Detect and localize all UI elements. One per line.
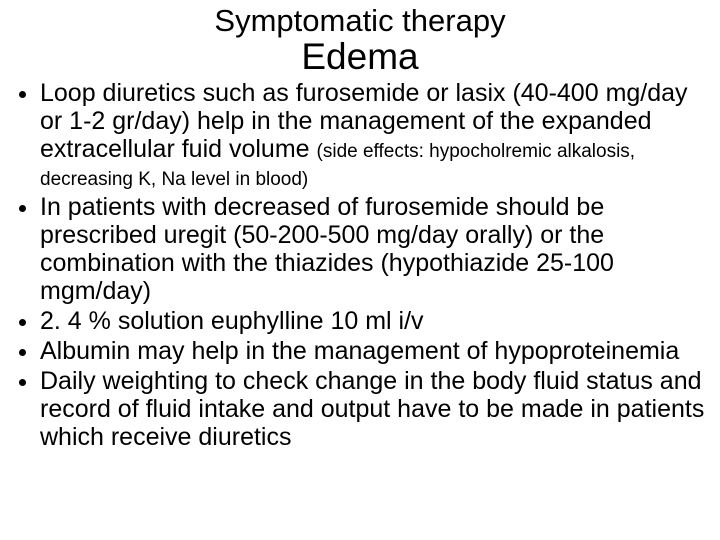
list-item: 2. 4 % solution euphylline 10 ml i/v xyxy=(40,307,706,335)
bullet-text: Albumin may help in the management of hy… xyxy=(40,337,679,365)
bullet-text: In patients with decreased of furosemide… xyxy=(40,193,614,305)
list-item: Albumin may help in the management of hy… xyxy=(40,337,706,365)
list-item: Daily weighting to check change in the b… xyxy=(40,367,706,451)
pretitle: Symptomatic therapy xyxy=(14,4,706,38)
bullet-text: 2. 4 % solution euphylline 10 ml i/v xyxy=(40,307,424,335)
slide: Symptomatic therapy Edema Loop diuretics… xyxy=(0,0,720,540)
list-item: Loop diuretics such as furosemide or las… xyxy=(40,79,706,191)
bullet-list: Loop diuretics such as furosemide or las… xyxy=(14,79,706,451)
title: Edema xyxy=(14,38,706,77)
list-item: In patients with decreased of furosemide… xyxy=(40,193,706,305)
bullet-text: Daily weighting to check change in the b… xyxy=(40,367,704,451)
